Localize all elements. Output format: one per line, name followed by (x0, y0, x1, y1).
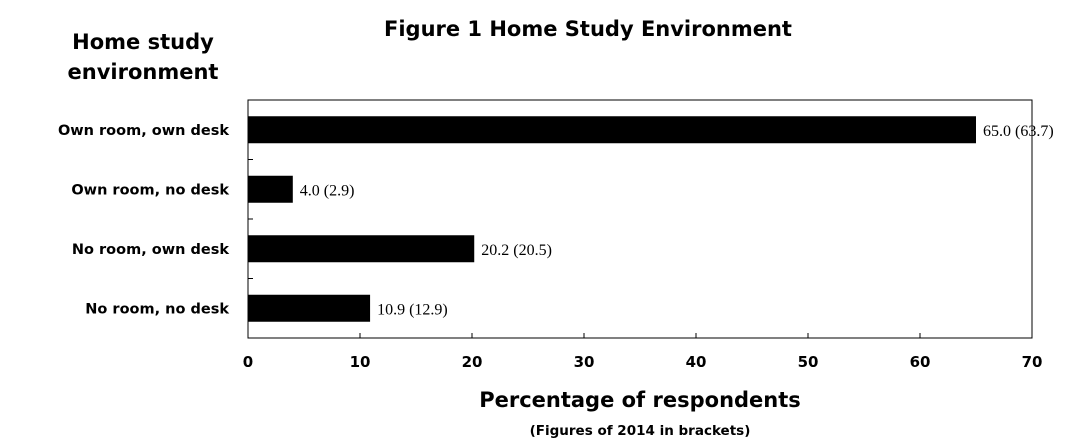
y-axis-ticks-group (248, 159, 253, 279)
x-axis-subtitle: (Figures of 2014 in brackets) (530, 423, 751, 439)
category-label-0: Own room, own desk (58, 123, 229, 139)
x-tick-label-2: 20 (462, 353, 483, 371)
x-tick-label-7: 70 (1022, 353, 1043, 371)
x-tick-label-5: 50 (798, 353, 819, 371)
bar-2 (248, 235, 475, 263)
data-label-1: 4.0 (2.9) (300, 182, 355, 199)
bar-1 (248, 175, 293, 203)
bar-3 (248, 294, 371, 322)
category-label-2: No room, own desk (72, 242, 229, 258)
x-tick-label-1: 10 (350, 353, 371, 371)
x-tick-label-4: 40 (686, 353, 707, 371)
category-labels-group: Own room, own desk Own room, no desk No ro… (58, 123, 229, 318)
data-label-2: 20.2 (20.5) (481, 242, 552, 259)
x-tick-label-0: 0 (243, 353, 253, 371)
x-tick-label-3: 30 (574, 353, 595, 371)
category-label-3: No room, no desk (85, 301, 229, 317)
data-labels-group: 65.0 (63.7) 4.0 (2.9) 20.2 (20.5) 10.9 (12.… (300, 123, 1054, 319)
x-axis-ticks-group: 0 10 20 30 40 50 60 70 (243, 333, 1043, 371)
data-label-3: 10.9 (12.9) (377, 301, 448, 318)
data-label-0: 65.0 (63.7) (983, 123, 1054, 140)
bar-0 (248, 116, 976, 144)
x-axis-title: Percentage of respondents (479, 388, 801, 412)
y-axis-title-line2: environment (68, 60, 219, 84)
y-axis-title-line1: Home study (72, 30, 214, 54)
x-tick-label-6: 60 (910, 353, 931, 371)
bars-group (248, 116, 976, 322)
chart-title: Figure 1 Home Study Environment (384, 17, 792, 41)
category-label-1: Own room, no desk (71, 182, 229, 198)
